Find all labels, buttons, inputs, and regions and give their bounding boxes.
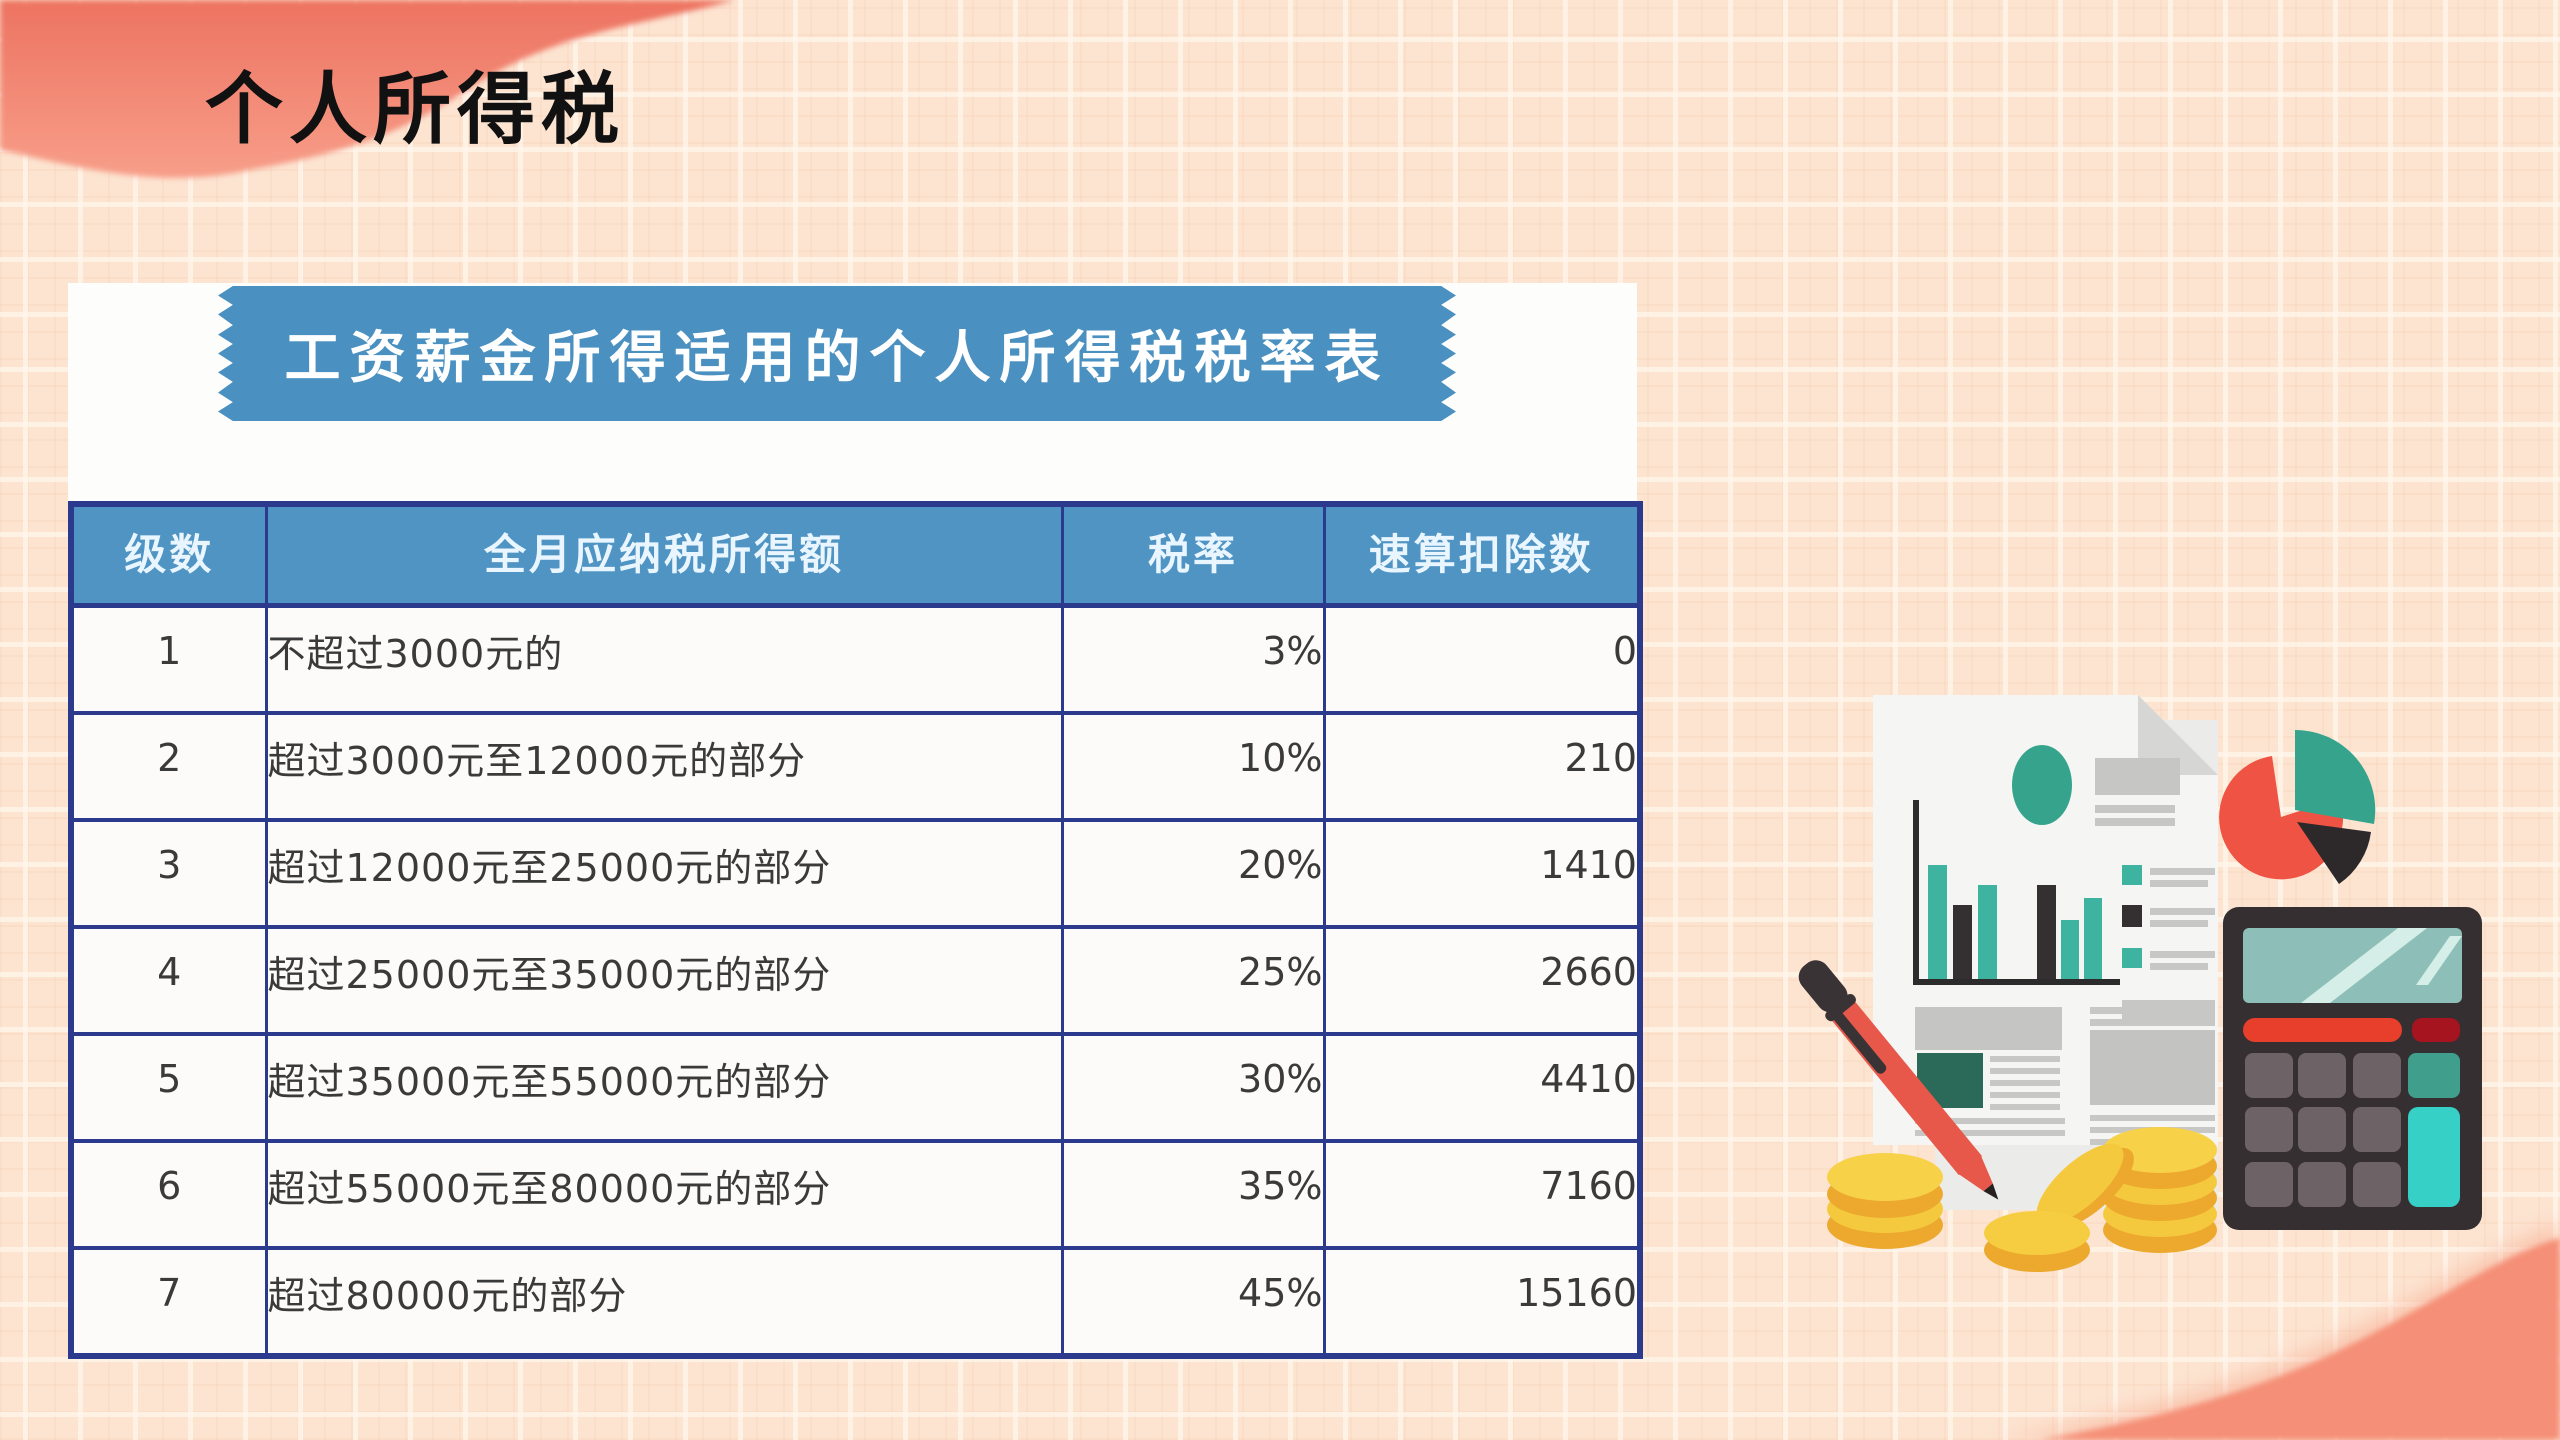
table-row: 3 超过12000元至25000元的部分 20% 1410	[69, 818, 1642, 929]
cell-rate: 10%	[1060, 711, 1326, 822]
table-row: 5 超过35000元至55000元的部分 30% 4410	[69, 1032, 1642, 1143]
tax-rate-table: 级数 全月应纳税所得额 税率 速算扣除数 1 不超过3000元的 3% 0 2 …	[68, 501, 1643, 1359]
cell-rate: 35%	[1060, 1139, 1326, 1250]
table-row: 2 超过3000元至12000元的部分 10% 210	[69, 711, 1642, 822]
cell-rate: 3%	[1060, 603, 1326, 715]
table-row: 1 不超过3000元的 3% 0	[69, 603, 1642, 715]
cell-deduction: 2660	[1322, 925, 1642, 1036]
cell-deduction: 210	[1322, 711, 1642, 822]
cell-income: 超过25000元至35000元的部分	[264, 925, 1064, 1036]
coins-icon	[1827, 1127, 2217, 1272]
cell-level: 3	[69, 818, 268, 929]
cell-income: 超过3000元至12000元的部分	[264, 711, 1064, 822]
banner-text: 工资薪金所得适用的个人所得税税率表	[284, 326, 1390, 391]
cell-level: 1	[69, 603, 268, 715]
cell-level: 6	[69, 1139, 268, 1250]
cell-level: 7	[69, 1246, 268, 1358]
cell-rate: 45%	[1060, 1246, 1326, 1358]
calculator-icon	[2223, 907, 2482, 1230]
cell-deduction: 0	[1322, 603, 1642, 715]
pen-icon	[1798, 960, 1999, 1200]
table-banner-ribbon: 工资薪金所得适用的个人所得税税率表	[218, 286, 1456, 421]
cell-rate: 30%	[1060, 1032, 1326, 1143]
cell-income: 超过55000元至80000元的部分	[264, 1139, 1064, 1250]
col-header-deduction: 速算扣除数	[1322, 502, 1642, 608]
table-row: 7 超过80000元的部分 45% 15160	[69, 1246, 1642, 1358]
cell-income: 不超过3000元的	[264, 603, 1064, 715]
col-header-level: 级数	[69, 502, 268, 608]
cell-deduction: 1410	[1322, 818, 1642, 929]
cell-level: 2	[69, 711, 268, 822]
table-row: 6 超过55000元至80000元的部分 35% 7160	[69, 1139, 1642, 1250]
pie-chart-icon	[2219, 729, 2376, 884]
cell-deduction: 7160	[1322, 1139, 1642, 1250]
table-row: 4 超过25000元至35000元的部分 25% 2660	[69, 925, 1642, 1036]
cell-level: 5	[69, 1032, 268, 1143]
col-header-rate: 税率	[1060, 502, 1326, 608]
cell-income: 超过12000元至25000元的部分	[264, 818, 1064, 929]
cell-income: 超过35000元至55000元的部分	[264, 1032, 1064, 1143]
document-icon	[1873, 695, 2218, 1210]
cell-level: 4	[69, 925, 268, 1036]
tax-table-panel: 工资薪金所得适用的个人所得税税率表 级数 全月应纳税所得额 税率 速算扣除数 1…	[68, 283, 1643, 1359]
cell-deduction: 15160	[1322, 1246, 1642, 1358]
bar-chart-icon	[1913, 800, 2120, 985]
table-header-row: 级数 全月应纳税所得额 税率 速算扣除数	[69, 502, 1642, 608]
finance-illustration	[1798, 695, 2482, 1272]
col-header-income: 全月应纳税所得额	[264, 502, 1064, 608]
cell-income: 超过80000元的部分	[264, 1246, 1064, 1358]
cell-rate: 20%	[1060, 818, 1326, 929]
page-title: 个人所得税	[205, 65, 626, 155]
cell-rate: 25%	[1060, 925, 1326, 1036]
cell-deduction: 4410	[1322, 1032, 1642, 1143]
